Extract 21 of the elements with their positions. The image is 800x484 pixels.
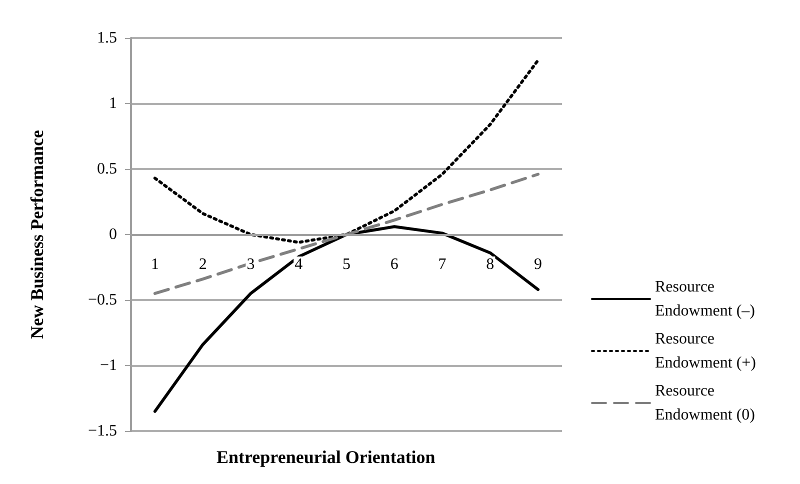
x-tick-label: 7: [438, 256, 446, 273]
y-axis-title: New Business Performance: [27, 130, 47, 339]
legend-label: Resource Endowment (+): [655, 330, 756, 372]
x-tick-label: 5: [342, 256, 350, 273]
x-tick-label: 4: [294, 256, 303, 273]
y-tick-label: 0: [109, 226, 117, 243]
y-tick-label: −1.5: [88, 422, 117, 440]
y-tick-label: −0.5: [88, 292, 117, 308]
legend-label: Resource Endowment (0): [655, 382, 755, 424]
x-tick-label: 9: [534, 256, 542, 273]
x-tick-label: 1: [150, 256, 159, 273]
x-tick-label: 2: [198, 256, 207, 273]
y-tick-label: 1: [109, 95, 117, 112]
x-tick-label: 8: [486, 256, 494, 273]
legend-label: Resource Endowment (–): [655, 278, 755, 320]
y-tick-label: 1.5: [97, 30, 117, 46]
line-series: [153, 172, 540, 295]
x-axis-title: Entrepreneurial Orientation: [216, 447, 436, 467]
x-tick-label: 6: [390, 256, 398, 273]
y-tick-label: 0.5: [97, 160, 117, 178]
y-tick-label: −1: [100, 357, 117, 374]
